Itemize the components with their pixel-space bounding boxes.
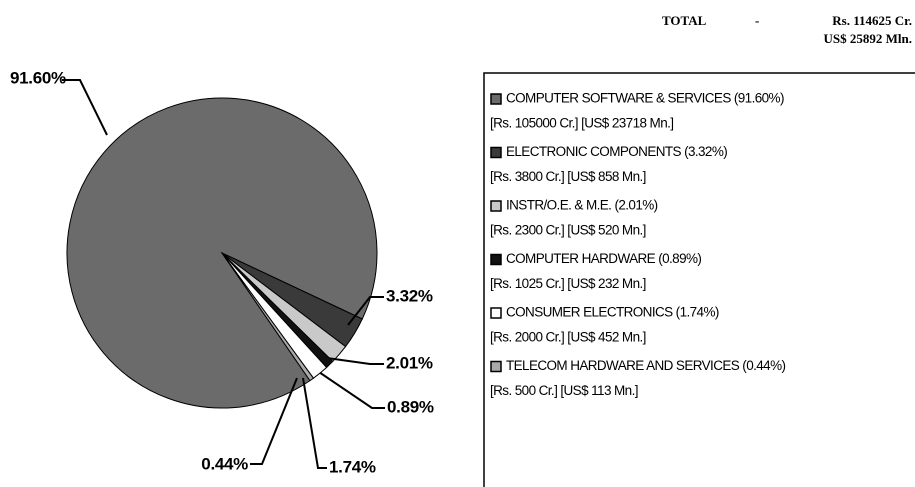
total-dash: - xyxy=(755,13,759,28)
legend-detail: [Rs. 3800 Cr.] [US$ 858 Mn.] xyxy=(490,169,646,184)
leader-line xyxy=(62,79,108,136)
legend-swatch xyxy=(490,307,502,319)
leader-line xyxy=(326,357,384,365)
legend-label: COMPUTER HARDWARE (0.89%) xyxy=(506,251,701,266)
legend-label: ELECTRONIC COMPONENTS (3.32%) xyxy=(506,144,727,159)
legend-detail: [Rs. 500 Cr.] [US$ 113 Mn.] xyxy=(490,383,638,398)
leader-line xyxy=(302,377,327,469)
slice-label: 0.44% xyxy=(201,454,248,473)
slice-label: 1.74% xyxy=(329,457,376,476)
legend-swatch xyxy=(490,93,502,105)
leader-line xyxy=(347,296,384,326)
slice-label: 91.60% xyxy=(10,68,66,87)
slice-label: 2.01% xyxy=(386,353,433,372)
legend-box xyxy=(483,72,915,487)
legend-detail: [Rs. 105000 Cr.] [US$ 23718 Mn.] xyxy=(490,116,673,131)
legend-label: COMPUTER SOFTWARE & SERVICES (91.60%) xyxy=(506,91,784,106)
legend-label: INSTR/O.E. & M.E. (2.01%) xyxy=(506,198,658,213)
legend-label: TELECOM HARDWARE AND SERVICES (0.44%) xyxy=(506,358,785,373)
slice-label: 3.32% xyxy=(386,286,433,305)
slice-label: 0.89% xyxy=(387,397,434,416)
total-label: TOTAL xyxy=(662,13,707,28)
legend-swatch xyxy=(490,253,502,266)
legend-detail: [Rs. 1025 Cr.] [US$ 232 Mn.] xyxy=(490,276,646,291)
legend-detail: [Rs. 2300 Cr.] [US$ 520 Mn.] xyxy=(490,223,646,238)
total-rs: Rs. 114625 Cr. xyxy=(832,13,912,28)
pie-slice xyxy=(221,252,315,382)
legend-detail: [Rs. 2000 Cr.] [US$ 452 Mn.] xyxy=(490,330,646,345)
legend-label: CONSUMER ELECTRONICS (1.74%) xyxy=(506,305,719,320)
leader-line xyxy=(250,377,298,465)
leader-line xyxy=(315,369,385,409)
legend-swatch xyxy=(490,200,502,212)
legend-swatch xyxy=(490,146,502,159)
total-usd: US$ 25892 Mln. xyxy=(824,31,912,46)
legend-swatch xyxy=(490,360,502,373)
